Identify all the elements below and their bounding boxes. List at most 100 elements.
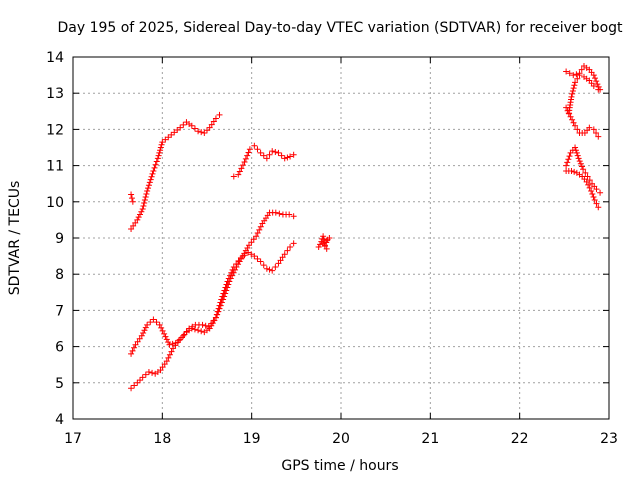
data-point <box>597 189 604 196</box>
data-point <box>149 369 156 376</box>
data-point <box>260 262 267 269</box>
data-point <box>172 342 179 349</box>
data-point <box>137 211 143 218</box>
data-point <box>154 155 161 162</box>
data-point <box>563 104 570 111</box>
y-tick-label: 11 <box>46 159 64 175</box>
data-point <box>244 152 251 159</box>
data-point <box>147 319 154 326</box>
x-tick-labels: 17 18 19 20 21 22 23 <box>64 431 618 447</box>
data-point <box>214 311 221 318</box>
data-point <box>156 149 163 156</box>
data-point <box>159 327 166 334</box>
data-point <box>131 344 138 351</box>
data-point <box>593 78 600 85</box>
x-tick-label: 20 <box>332 431 350 447</box>
y-tick-label: 4 <box>55 412 64 428</box>
data-point <box>582 169 589 176</box>
data-point <box>278 152 285 159</box>
data-point <box>145 182 152 189</box>
data-point <box>569 90 576 97</box>
data-point <box>216 305 223 312</box>
data-point <box>284 154 291 161</box>
plot-frame <box>72 56 610 420</box>
data-point <box>143 190 150 197</box>
data-point <box>595 204 602 211</box>
data-point <box>244 244 251 251</box>
data-point <box>144 187 151 194</box>
data-point <box>180 121 187 128</box>
data-point <box>232 266 239 273</box>
data-point <box>576 72 583 79</box>
data-point <box>151 164 158 171</box>
data-point <box>594 81 601 88</box>
data-point <box>230 269 237 276</box>
data-point <box>281 155 288 162</box>
data-point <box>590 72 597 79</box>
data-point <box>592 75 599 82</box>
data-point <box>323 237 330 244</box>
data-point <box>202 322 209 329</box>
data-point <box>570 72 577 79</box>
data-point <box>134 216 141 223</box>
data-point <box>141 200 148 207</box>
data-point <box>137 377 143 384</box>
data-point <box>129 198 136 205</box>
y-tick-label: 7 <box>55 303 64 319</box>
data-point <box>272 263 279 270</box>
data-point <box>566 153 573 160</box>
data-point <box>149 170 156 177</box>
data-point <box>142 324 149 331</box>
data-point <box>253 233 260 240</box>
data-point <box>572 122 579 129</box>
data-point <box>165 354 172 361</box>
data-point <box>128 191 135 198</box>
data-point <box>163 358 170 365</box>
data-point <box>290 240 297 247</box>
data-point <box>217 302 224 309</box>
data-point <box>152 161 159 168</box>
data-point <box>238 165 245 172</box>
data-point <box>191 326 198 333</box>
data-point <box>147 176 154 183</box>
data-point <box>204 127 210 134</box>
data-point <box>206 124 213 131</box>
y-tick-label: 8 <box>55 267 64 283</box>
data-point <box>586 124 593 131</box>
data-point <box>588 187 595 194</box>
data-point <box>235 171 242 178</box>
data-point <box>140 203 147 210</box>
data-point <box>580 166 587 173</box>
data-point <box>223 287 230 294</box>
data-point <box>142 371 149 378</box>
data-point <box>212 115 219 122</box>
data-point <box>279 254 286 261</box>
data-point <box>163 336 170 343</box>
data-point <box>315 244 322 251</box>
x-axis-label: GPS time / hours <box>281 458 398 474</box>
data-point <box>191 125 198 132</box>
data-point <box>195 327 202 334</box>
data-point <box>591 196 598 203</box>
x-tick-label: 23 <box>600 431 618 447</box>
data-point <box>144 321 151 328</box>
data-point <box>563 162 570 169</box>
y-tick-label: 10 <box>46 195 64 211</box>
data-point <box>563 68 570 75</box>
data-point <box>138 208 145 215</box>
data-point <box>590 193 597 200</box>
grid-lines <box>73 57 609 419</box>
data-point <box>574 75 581 82</box>
data-point <box>257 223 264 230</box>
data-point <box>254 230 261 237</box>
data-point <box>590 82 597 89</box>
data-point <box>254 255 261 262</box>
data-point <box>161 330 168 337</box>
data-point <box>139 374 146 381</box>
data-point <box>566 110 573 117</box>
data-point <box>188 325 195 332</box>
data-point <box>320 233 327 240</box>
data-point <box>198 328 205 335</box>
data-point <box>199 321 206 328</box>
data-point <box>284 247 291 254</box>
